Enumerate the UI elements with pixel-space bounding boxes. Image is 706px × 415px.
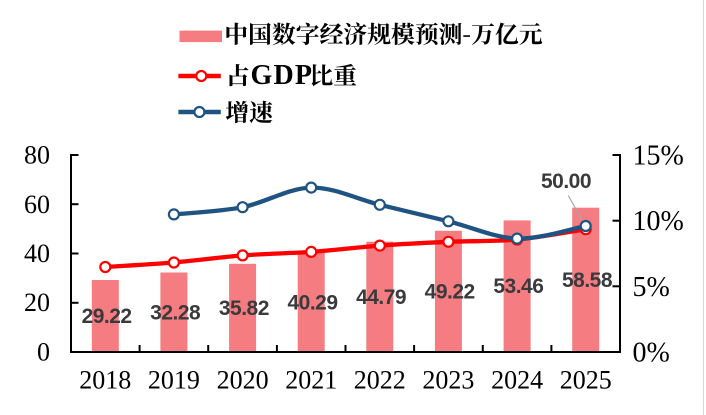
svg-text:32.28: 32.28 [150,301,201,324]
svg-text:15%: 15% [633,141,684,172]
svg-text:5%: 5% [633,272,670,303]
svg-text:2024: 2024 [491,366,543,395]
svg-text:60: 60 [24,190,50,219]
svg-text:20: 20 [24,288,50,317]
svg-text:0%: 0% [633,338,670,369]
svg-text:0: 0 [37,338,50,367]
svg-text:2021: 2021 [285,366,337,395]
svg-text:10%: 10% [633,206,684,237]
svg-text:35.82: 35.82 [219,297,269,320]
svg-text:2023: 2023 [422,366,474,395]
svg-text:2020: 2020 [217,366,269,395]
svg-text:40: 40 [24,239,50,268]
svg-text:2022: 2022 [354,366,406,395]
svg-text:2019: 2019 [148,366,200,395]
svg-text:GDP: GDP [251,60,314,91]
svg-text:40.29: 40.29 [287,291,337,314]
svg-text:53.46: 53.46 [493,275,543,298]
svg-text:44.79: 44.79 [356,286,406,309]
svg-text:49.22: 49.22 [425,280,475,303]
svg-text:2025: 2025 [560,366,612,395]
svg-text:80: 80 [24,141,50,170]
svg-text:2018: 2018 [79,366,131,395]
svg-text:50.00: 50.00 [541,170,591,193]
svg-text:58.58: 58.58 [562,269,613,292]
svg-text:29.22: 29.22 [82,305,132,328]
